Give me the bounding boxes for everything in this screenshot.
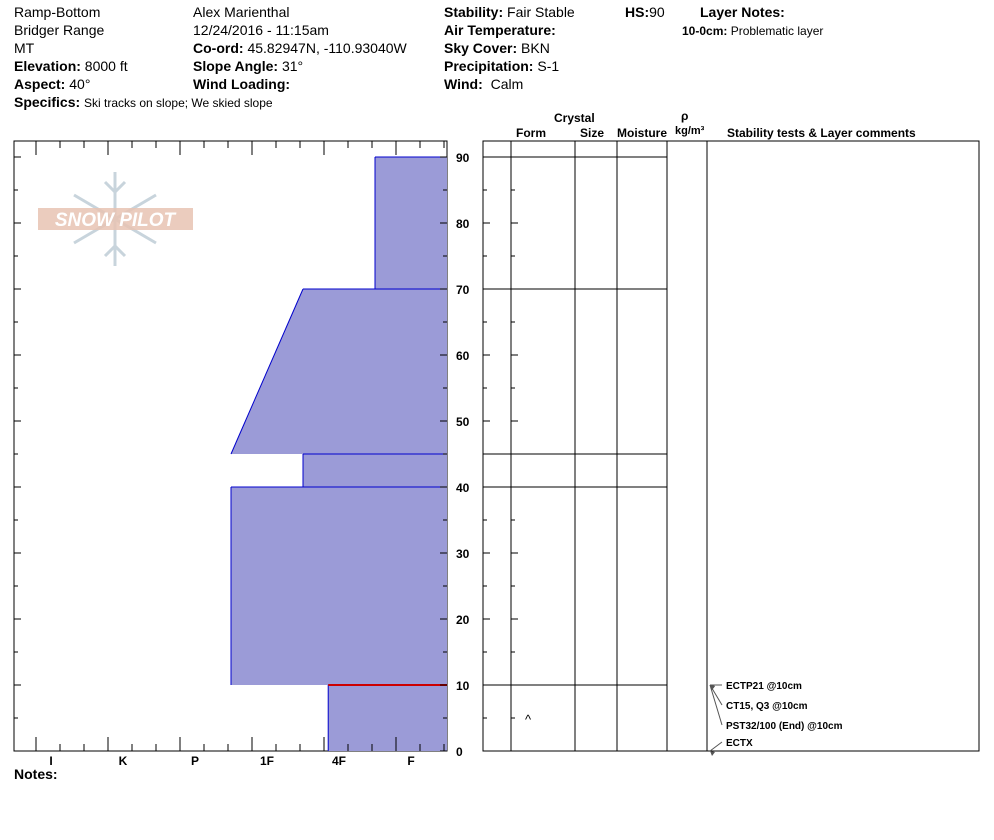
depth-tick-label-80: 80 <box>456 217 470 231</box>
precip-label: Precipitation: <box>444 58 534 74</box>
aspect: Aspect: 40° <box>14 76 90 93</box>
elevation-value: 8000 ft <box>84 58 128 74</box>
layer-1 <box>231 289 447 454</box>
density-unit-header: kg/m³ <box>675 125 705 137</box>
layer-2 <box>303 454 447 487</box>
crystal-form-symbol: ^ <box>525 712 532 727</box>
layer-side-line-1 <box>230 288 304 455</box>
depth-tick-label-60: 60 <box>456 349 470 363</box>
layer-note-depth: 10-0cm: <box>682 24 728 38</box>
specifics-value: Ski tracks on slope; We skied slope <box>84 96 273 110</box>
hardness-tick-label-4F: 4F <box>332 754 346 768</box>
slope-value: 31° <box>281 58 304 74</box>
stability-value: Fair Stable <box>507 4 575 20</box>
depth-tick-label-0: 0 <box>456 745 463 759</box>
stability-tests: ECTP21 @10cm CT15, Q3 @10cm PST32/100 (End… <box>709 681 843 756</box>
sky-label: Sky Cover: <box>444 40 518 56</box>
rho-header: ρ <box>681 109 689 123</box>
stability-test-0: ECTP21 @10cm <box>726 681 802 692</box>
depth-axis: 0 10 20 30 40 50 60 70 80 90 <box>14 151 470 759</box>
layer-notes-label: Layer Notes: <box>700 4 785 20</box>
depth-tick-label-10: 10 <box>456 679 470 693</box>
slope-angle: Slope Angle: 31° <box>193 58 303 75</box>
moisture-header: Moisture <box>617 126 668 140</box>
layer-note: 10-0cm: Problematic layer <box>682 23 823 40</box>
crystal-header: Crystal <box>554 111 595 125</box>
specifics: Specifics: Ski tracks on slope; We skied… <box>14 94 273 112</box>
stability: Stability: Fair Stable <box>444 4 575 21</box>
precipitation: Precipitation: S-1 <box>444 58 559 75</box>
notes-label: Notes: <box>14 766 58 782</box>
test-leader-line-2 <box>709 684 723 726</box>
specifics-label: Specifics: <box>14 94 81 110</box>
wind-loading: Wind Loading: <box>193 76 290 93</box>
hs-value: 90 <box>649 4 665 20</box>
logo-banner <box>38 208 193 230</box>
hardness-axis: I K P 1F 4F F <box>35 141 445 768</box>
wind-label: Wind: <box>444 76 483 92</box>
snowpilot-logo: SNOW PILOT <box>38 172 193 266</box>
layer-0 <box>375 157 447 289</box>
precip-value: S-1 <box>537 58 560 74</box>
hardness-tick-label-P: P <box>191 754 199 768</box>
layer-3 <box>231 487 447 685</box>
logo-text: SNOW PILOT <box>55 210 177 231</box>
aspect-value: 40° <box>69 76 91 92</box>
depth-tick-label-90: 90 <box>456 151 470 165</box>
observer: Alex Marienthal <box>193 4 290 20</box>
table-depth-ticks <box>483 156 518 752</box>
stability-label: Stability: <box>444 4 504 20</box>
depth-tick-label-50: 50 <box>456 415 470 429</box>
coord-value: 45.82947N, -110.93040W <box>247 40 407 56</box>
depth-tick-label-30: 30 <box>456 547 470 561</box>
slope-label: Slope Angle: <box>193 58 279 74</box>
hs-label: HS: <box>625 4 650 20</box>
form-header: Form <box>516 126 546 140</box>
air-temperature: Air Temperature: <box>444 22 556 39</box>
elevation: Elevation: 8000 ft <box>14 58 128 75</box>
layer-4 <box>328 685 447 751</box>
stability-test-3: ECTX <box>726 738 753 749</box>
hardness-tick-label-1F: 1F <box>260 754 274 768</box>
hardness-tick-label-I: I <box>49 754 52 768</box>
size-header: Size <box>580 126 605 140</box>
datetime: 12/24/2016 - 11:15am <box>193 22 329 38</box>
sky-cover: Sky Cover: BKN <box>444 40 550 57</box>
test-leader-line-3 <box>709 741 723 752</box>
stability-test-1: CT15, Q3 @10cm <box>726 701 808 712</box>
aspect-label: Aspect: <box>14 76 66 92</box>
depth-tick-label-40: 40 <box>456 481 470 495</box>
table-frame <box>482 140 980 752</box>
hardness-tick-label-F: F <box>407 754 414 768</box>
wind: Wind: Calm <box>444 76 523 93</box>
depth-tick-label-20: 20 <box>456 613 470 627</box>
hardness-layers <box>230 156 447 751</box>
depth-tick-label-70: 70 <box>456 283 470 297</box>
sky-value: BKN <box>521 40 550 56</box>
range: Bridger Range <box>14 22 105 38</box>
wind-value: Calm <box>490 76 524 92</box>
comments-header: Stability tests & Layer comments <box>727 126 916 140</box>
elevation-label: Elevation: <box>14 58 81 74</box>
test-arrowhead-2 <box>710 685 715 690</box>
hardness-tick-label-K: K <box>119 754 128 768</box>
state: MT <box>14 40 35 56</box>
coord-label: Co-ord: <box>193 40 244 56</box>
wind-loading-label: Wind Loading: <box>193 76 291 92</box>
crystal-table <box>482 140 980 752</box>
stability-test-2: PST32/100 (End) @10cm <box>726 721 843 732</box>
layer-note-text: Problematic layer <box>730 24 824 38</box>
test-arrowhead-3 <box>710 751 715 756</box>
snow-height: HS:90 <box>625 4 665 21</box>
coordinates: Co-ord: 45.82947N, -110.93040W <box>193 40 407 57</box>
location: Ramp-Bottom <box>14 4 101 20</box>
air-temp-label: Air Temperature: <box>444 22 556 38</box>
